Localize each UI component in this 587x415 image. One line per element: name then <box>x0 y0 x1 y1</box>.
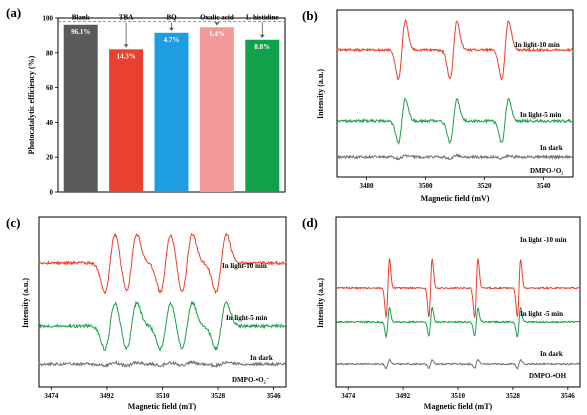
panel-a-bar-0 <box>63 24 98 193</box>
panel-c-x-ticks: 3474 3492 3510 3528 3546 <box>44 387 281 400</box>
panel-c-frame <box>38 216 287 388</box>
panel-d-ylabel: Intensity (a.u.) <box>316 278 325 328</box>
panel-b-xtick-label-0: 3480 <box>360 182 375 190</box>
panel-a-ytick-label-0: 0 <box>50 189 54 197</box>
panel-a-value-label-4: 8.8% <box>254 43 270 51</box>
panel-d-trace-1 <box>335 306 581 339</box>
panel-b-xtick-label-1: 3500 <box>419 182 434 190</box>
panel-d-trace-0 <box>335 258 581 318</box>
panel-b-probe-label: DMPO-¹O₂ <box>530 167 563 175</box>
panel-d-probe-label: DMPO-•OH <box>529 372 567 380</box>
panel-b-xtick-label-2: 3520 <box>478 182 493 190</box>
panel-b-series-label-2: In dark <box>540 144 563 152</box>
panel-c-ylabel: Intensity (a.u.) <box>21 278 30 328</box>
panel-a-y-ticks: 0 20 40 60 80 100 <box>43 15 58 197</box>
panel-a-drop-arrowhead-2 <box>169 27 174 31</box>
panel-c-series-label-0: In light-10 min <box>222 262 267 270</box>
panel-a-value-label-1: 14.3% <box>116 52 135 60</box>
panel-c-xtick-label-1: 3492 <box>100 392 115 400</box>
panel-c-series-label-2: In dark <box>250 354 273 362</box>
panel-a-ytick-label-1: 20 <box>46 154 54 162</box>
panel-a-drop-arrowhead-1 <box>123 44 129 48</box>
panel-b-traces <box>336 18 574 161</box>
panel-label-a: (a) <box>6 5 21 20</box>
panel-b-series-label-1: In light-5 min <box>520 111 561 119</box>
panel-a-value-label-0: 96.1% <box>71 28 90 36</box>
panel-c-xlabel: Magnetic field (mT) <box>128 402 197 411</box>
panel-c-xtick-label-4: 3546 <box>267 392 282 400</box>
panel-c-series-label-1: In light-5 min <box>226 314 267 322</box>
panel-c-trace-2 <box>38 359 287 369</box>
panel-b-trace-0 <box>336 18 574 81</box>
panel-c-trace-0 <box>38 232 287 294</box>
panel-d-traces <box>335 258 581 370</box>
panel-a-drop-arrowhead-3 <box>214 22 220 26</box>
panel-a-value-label-3: 1.4% <box>209 30 225 38</box>
panel-d-xtick-label-4: 3546 <box>561 392 576 400</box>
panel-a-ytick-label-4: 80 <box>46 49 54 57</box>
panel-d-x-ticks: 3474 3492 3510 3528 3546 <box>341 387 575 400</box>
panel-c-probe-label: DMPO-•O₂⁻ <box>232 376 270 384</box>
panel-a-category-3: Oxalic acid <box>200 13 234 21</box>
panel-a-ytick-label-3: 60 <box>46 84 54 92</box>
panel-a-bars: Blank 96.1% TBA 14.3% BQ 4.7% Oxalic acid 1.4% L… <box>63 13 280 193</box>
panel-d-xtick-label-1: 3492 <box>396 392 411 400</box>
panel-c-xtick-label-0: 3474 <box>44 392 59 400</box>
panel-a-category-0: Blank <box>72 13 90 21</box>
panel-d-series-label-1: In light -5 min <box>520 310 563 318</box>
panel-c-traces <box>38 232 287 369</box>
panel-d-trace-2 <box>335 358 581 370</box>
panel-b-epr-chart: Intensity (a.u.) Magnetic field (mV) 348… <box>316 9 574 203</box>
panel-c-xtick-label-2: 3510 <box>156 392 171 400</box>
panel-d-series-label-2: In dark <box>540 350 563 358</box>
panel-b-frame <box>336 9 574 178</box>
panel-a-ytick-label-5: 100 <box>43 15 54 23</box>
panel-b-ylabel: Intensity (a.u.) <box>316 69 325 119</box>
panel-c-trace-1 <box>38 300 287 353</box>
panel-b-xlabel: Magnetic field (mV) <box>421 194 490 203</box>
panel-d-xtick-label-2: 3510 <box>451 392 466 400</box>
panel-a-bar-3 <box>199 27 234 192</box>
panel-c-xtick-label-3: 3528 <box>211 392 226 400</box>
panel-a-category-2: BQ <box>166 13 177 21</box>
panel-label-b: (b) <box>302 8 318 23</box>
panel-a-category-4: L-histidine <box>246 13 279 21</box>
panel-a-ytick-label-2: 40 <box>46 119 54 127</box>
panel-b-x-ticks: 3480 3500 3520 3540 <box>360 177 552 190</box>
panel-a-bar-chart: Photocatalytic efficiency (%) 0 20 40 60 80 1… <box>27 13 286 197</box>
panel-d-epr-chart: Intensity (a.u.) Magnetic field (mT) 347… <box>316 216 581 411</box>
panel-c-epr-chart: Intensity (a.u.) Magnetic field (mT) 347… <box>21 216 287 411</box>
panel-a-value-label-2: 4.7% <box>164 36 180 44</box>
panel-d-xtick-label-0: 3474 <box>341 392 356 400</box>
panel-b-trace-1 <box>336 97 574 146</box>
panel-d-xlabel: Magnetic field (mT) <box>424 402 493 411</box>
panel-label-d: (d) <box>302 215 318 230</box>
panel-label-c: (c) <box>6 215 20 230</box>
panel-a-bar-2 <box>154 32 189 192</box>
panel-d-series-label-0: In light -10 min <box>520 236 567 244</box>
panel-a-category-1: TBA <box>119 13 133 21</box>
panel-b-trace-2 <box>336 153 574 161</box>
panel-b-series-label-0: In light-10 min <box>515 41 560 49</box>
panel-a-ylabel: Photocatalytic efficiency (%) <box>27 55 36 154</box>
panel-d-xtick-label-3: 3528 <box>506 392 521 400</box>
panel-a-bar-1 <box>109 49 144 192</box>
panel-a-bar-4 <box>245 39 280 192</box>
panel-a-drop-arrowhead-4 <box>259 34 265 38</box>
panel-b-xtick-label-3: 3540 <box>537 182 552 190</box>
